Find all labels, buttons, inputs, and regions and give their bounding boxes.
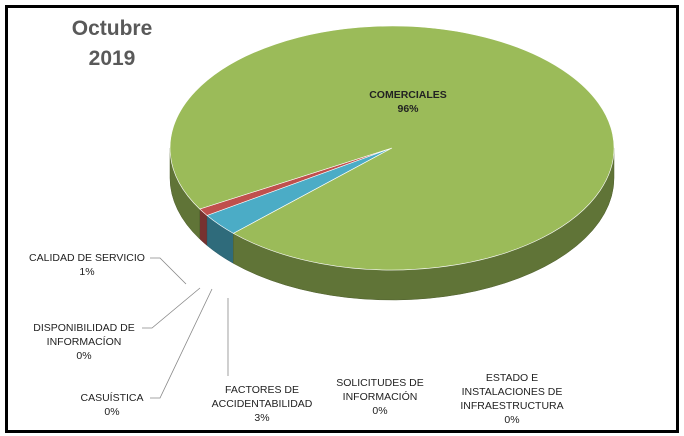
category-label: CALIDAD DE SERVICIO bbox=[29, 252, 145, 264]
leader-lines bbox=[142, 257, 229, 399]
data-label: CALIDAD DE SERVICIO 1% bbox=[12, 251, 162, 279]
chart-title: Octubre 2019 bbox=[71, 17, 153, 70]
data-label: DISPONIBILIDAD DE INFORMACÍON 0% bbox=[19, 321, 149, 363]
leader-line bbox=[150, 288, 213, 399]
category-label: COMERCIALES bbox=[369, 89, 447, 101]
data-label: SOLICITUDES DE INFORMACIÓN 0% bbox=[330, 376, 430, 418]
value-label: 0% bbox=[504, 414, 520, 426]
value-label: 3% bbox=[254, 412, 270, 424]
data-label: FACTORES DE ACCIDENTABILIDAD 3% bbox=[207, 383, 317, 425]
leader-line bbox=[142, 287, 201, 329]
value-label: 0% bbox=[104, 406, 120, 418]
value-label: 0% bbox=[372, 405, 388, 417]
data-label: CASUÍSTICA 0% bbox=[67, 391, 157, 419]
slice bbox=[169, 25, 615, 271]
value-label: 0% bbox=[76, 350, 92, 362]
category-label: CASUÍSTICA bbox=[80, 392, 144, 404]
slice-sides bbox=[169, 147, 615, 301]
category-label: SOLICITUDES DE INFORMACIÓN bbox=[336, 377, 424, 403]
data-label: COMERCIALES 96% bbox=[353, 88, 463, 116]
category-label: DISPONIBILIDAD DE INFORMACÍON bbox=[33, 322, 135, 348]
value-label: 1% bbox=[79, 266, 95, 278]
value-label: 96% bbox=[397, 103, 419, 115]
category-label: ESTADO E INSTALACIONES DE INFRAESTRUCTUR… bbox=[460, 372, 564, 412]
chart-border bbox=[5, 5, 679, 433]
category-label: FACTORES DE ACCIDENTABILIDAD bbox=[211, 384, 313, 410]
data-label: ESTADO E INSTALACIONES DE INFRAESTRUCTUR… bbox=[447, 371, 577, 427]
slice-tops bbox=[169, 25, 615, 271]
leader-line bbox=[150, 257, 187, 285]
